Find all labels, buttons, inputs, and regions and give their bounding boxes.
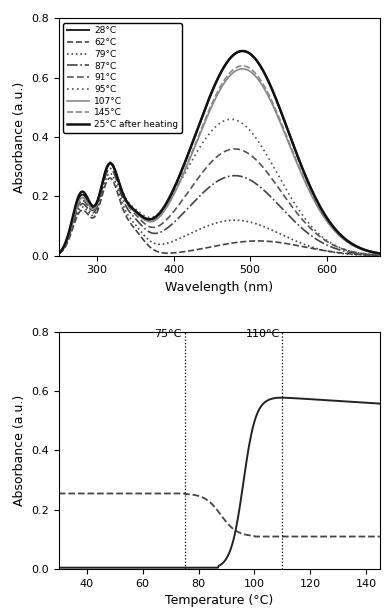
X-axis label: Wavelength (nm): Wavelength (nm) xyxy=(165,281,274,294)
Y-axis label: Absorbance (a.u.): Absorbance (a.u.) xyxy=(13,395,26,506)
Text: 75°C: 75°C xyxy=(154,329,182,339)
Y-axis label: Absorbance (a.u.): Absorbance (a.u.) xyxy=(13,81,26,193)
X-axis label: Temperature (°C): Temperature (°C) xyxy=(165,594,274,608)
Text: 110°C: 110°C xyxy=(245,329,279,339)
Legend: 28°C, 62°C, 79°C, 87°C, 91°C, 95°C, 107°C, 145°C, 25°C after heating: 28°C, 62°C, 79°C, 87°C, 91°C, 95°C, 107°… xyxy=(64,23,182,133)
